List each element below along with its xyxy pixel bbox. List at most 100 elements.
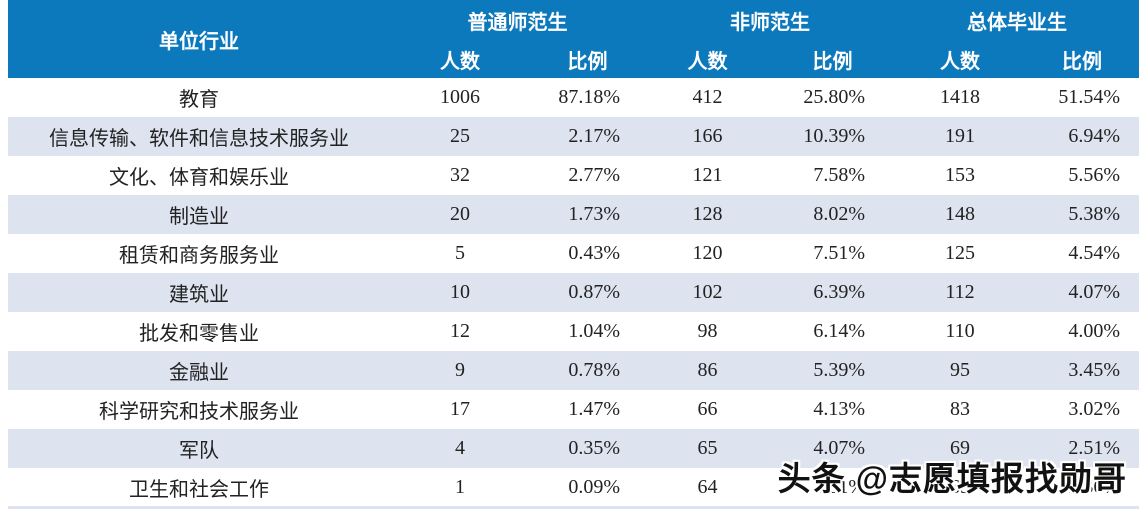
table-header: 单位行业 普通师范生 非师范生 总体毕业生 人数 比例 人数 比例 人数 比例 (8, 0, 1139, 78)
industry-cell: 军队 (179, 440, 219, 462)
table-row: 教育 1006 87.18% 412 25.80% 1418 51.54% (8, 78, 1139, 117)
normal-ratio-cell: 0.09% (568, 476, 620, 498)
nonnormal-count-cell: 98 (697, 320, 718, 342)
total-ratio-cell: 5.38% (1068, 203, 1120, 225)
nonnormal-ratio-cell: 4.01% (813, 476, 865, 498)
industry-cell: 信息传输、软件和信息技术服务业 (49, 128, 349, 150)
nonnormal-ratio-cell: 4.07% (813, 437, 865, 459)
total-count-cell: 112 (945, 281, 975, 303)
header-ratio-2: 比例 (812, 51, 853, 73)
total-ratio-cell: 5.56% (1068, 164, 1120, 186)
total-count-cell: 69 (950, 437, 970, 459)
normal-count-cell: 1 (455, 476, 465, 498)
nonnormal-ratio-cell: 7.51% (813, 242, 865, 264)
header-count-3: 人数 (940, 51, 980, 73)
table-row: 制造业 20 1.73% 128 8.02% 148 5.38% (8, 195, 1139, 234)
normal-count-cell: 4 (455, 437, 465, 459)
table-row: 文化、体育和娱乐业 32 2.77% 121 7.58% 153 5.56% (8, 156, 1139, 195)
normal-count-cell: 5 (455, 242, 465, 264)
total-count-cell: 110 (945, 320, 975, 342)
nonnormal-count-cell: 64 (697, 476, 718, 498)
normal-count-cell: 10 (450, 281, 470, 303)
normal-ratio-cell: 2.77% (568, 164, 620, 186)
total-count-cell: 125 (945, 242, 975, 264)
industry-cell: 制造业 (169, 206, 229, 228)
industry-cell: 科学研究和技术服务业 (99, 401, 299, 423)
nonnormal-count-cell: 65 (697, 437, 718, 459)
normal-count-cell: 25 (450, 125, 470, 147)
total-count-cell: 83 (950, 398, 970, 420)
total-ratio-cell: 4.54% (1068, 242, 1120, 264)
normal-ratio-cell: 1.04% (568, 320, 620, 342)
total-ratio-cell: 3.02% (1068, 398, 1120, 420)
header-group-non-normal-students: 非师范生 (730, 12, 810, 34)
industry-cell: 租赁和商务服务业 (119, 245, 279, 267)
normal-ratio-cell: 0.87% (568, 281, 620, 303)
nonnormal-count-cell: 121 (692, 164, 723, 186)
normal-ratio-cell: 1.47% (568, 398, 620, 420)
normal-ratio-cell: 0.78% (568, 359, 620, 381)
table-row: 租赁和商务服务业 5 0.43% 120 7.51% 125 4.54% (8, 234, 1139, 273)
industry-cell: 教育 (179, 89, 219, 111)
nonnormal-ratio-cell: 8.02% (813, 203, 865, 225)
normal-ratio-cell: 0.35% (568, 437, 620, 459)
total-ratio-cell: 2.36% (1068, 476, 1120, 498)
industry-table: 单位行业 普通师范生 非师范生 总体毕业生 人数 比例 人数 比例 人数 比例 … (8, 0, 1139, 507)
nonnormal-ratio-cell: 10.39% (803, 125, 865, 147)
industry-cell: 建筑业 (169, 284, 229, 306)
nonnormal-ratio-cell: 25.80% (803, 86, 865, 108)
normal-ratio-cell: 2.17% (568, 125, 620, 147)
total-ratio-cell: 4.07% (1068, 281, 1120, 303)
total-count-cell: 191 (945, 125, 975, 147)
header-ratio-3: 比例 (1062, 51, 1102, 73)
header-count-1: 人数 (440, 51, 480, 73)
total-ratio-cell: 6.94% (1068, 125, 1120, 147)
nonnormal-ratio-cell: 4.13% (813, 398, 865, 420)
table-row: 军队 4 0.35% 65 4.07% 69 2.51% (8, 429, 1139, 468)
nonnormal-ratio-cell: 7.58% (813, 164, 865, 186)
nonnormal-count-cell: 166 (692, 125, 723, 147)
total-ratio-cell: 3.45% (1068, 359, 1120, 381)
total-count-cell: 1418 (940, 86, 980, 108)
total-count-cell: 153 (945, 164, 975, 186)
normal-count-cell: 1006 (440, 86, 480, 108)
header-industry: 单位行业 (159, 30, 239, 53)
normal-ratio-cell: 1.73% (568, 203, 620, 225)
industry-cell: 卫生和社会工作 (129, 479, 269, 501)
normal-count-cell: 12 (450, 320, 470, 342)
normal-count-cell: 32 (450, 164, 470, 186)
nonnormal-ratio-cell: 6.39% (813, 281, 865, 303)
nonnormal-count-cell: 102 (692, 281, 723, 303)
nonnormal-count-cell: 412 (692, 86, 723, 108)
table-row: 金融业 9 0.78% 86 5.39% 95 3.45% (8, 351, 1139, 390)
industry-cell: 文化、体育和娱乐业 (109, 167, 289, 189)
nonnormal-count-cell: 128 (692, 203, 723, 225)
normal-count-cell: 20 (450, 203, 470, 225)
table-row: 批发和零售业 12 1.04% 98 6.14% 110 4.00% (8, 312, 1139, 351)
table-row: 建筑业 10 0.87% 102 6.39% 112 4.07% (8, 273, 1139, 312)
industry-cell: 批发和零售业 (139, 323, 259, 345)
industry-cell: 金融业 (169, 362, 229, 384)
total-ratio-cell: 4.00% (1068, 320, 1120, 342)
total-ratio-cell: 51.54% (1058, 86, 1120, 108)
total-ratio-cell: 2.51% (1068, 437, 1120, 459)
normal-ratio-cell: 0.43% (568, 242, 620, 264)
header-count-2: 人数 (687, 51, 728, 73)
normal-count-cell: 17 (450, 398, 470, 420)
next-row-clipped-sliver (8, 506, 1139, 509)
table-row: 信息传输、软件和信息技术服务业 25 2.17% 166 10.39% 191 … (8, 117, 1139, 156)
total-count-cell: 148 (945, 203, 975, 225)
total-count-cell: 65 (950, 476, 970, 498)
total-count-cell: 95 (950, 359, 970, 381)
header-group-normal-students: 普通师范生 (467, 12, 568, 34)
header-ratio-1: 比例 (567, 51, 608, 73)
normal-count-cell: 9 (455, 359, 465, 381)
nonnormal-count-cell: 86 (697, 359, 718, 381)
table-row: 科学研究和技术服务业 17 1.47% 66 4.13% 83 3.02% (8, 390, 1139, 429)
nonnormal-ratio-cell: 5.39% (813, 359, 865, 381)
normal-ratio-cell: 87.18% (558, 86, 620, 108)
nonnormal-ratio-cell: 6.14% (813, 320, 865, 342)
nonnormal-count-cell: 120 (692, 242, 723, 264)
nonnormal-count-cell: 66 (697, 398, 718, 420)
